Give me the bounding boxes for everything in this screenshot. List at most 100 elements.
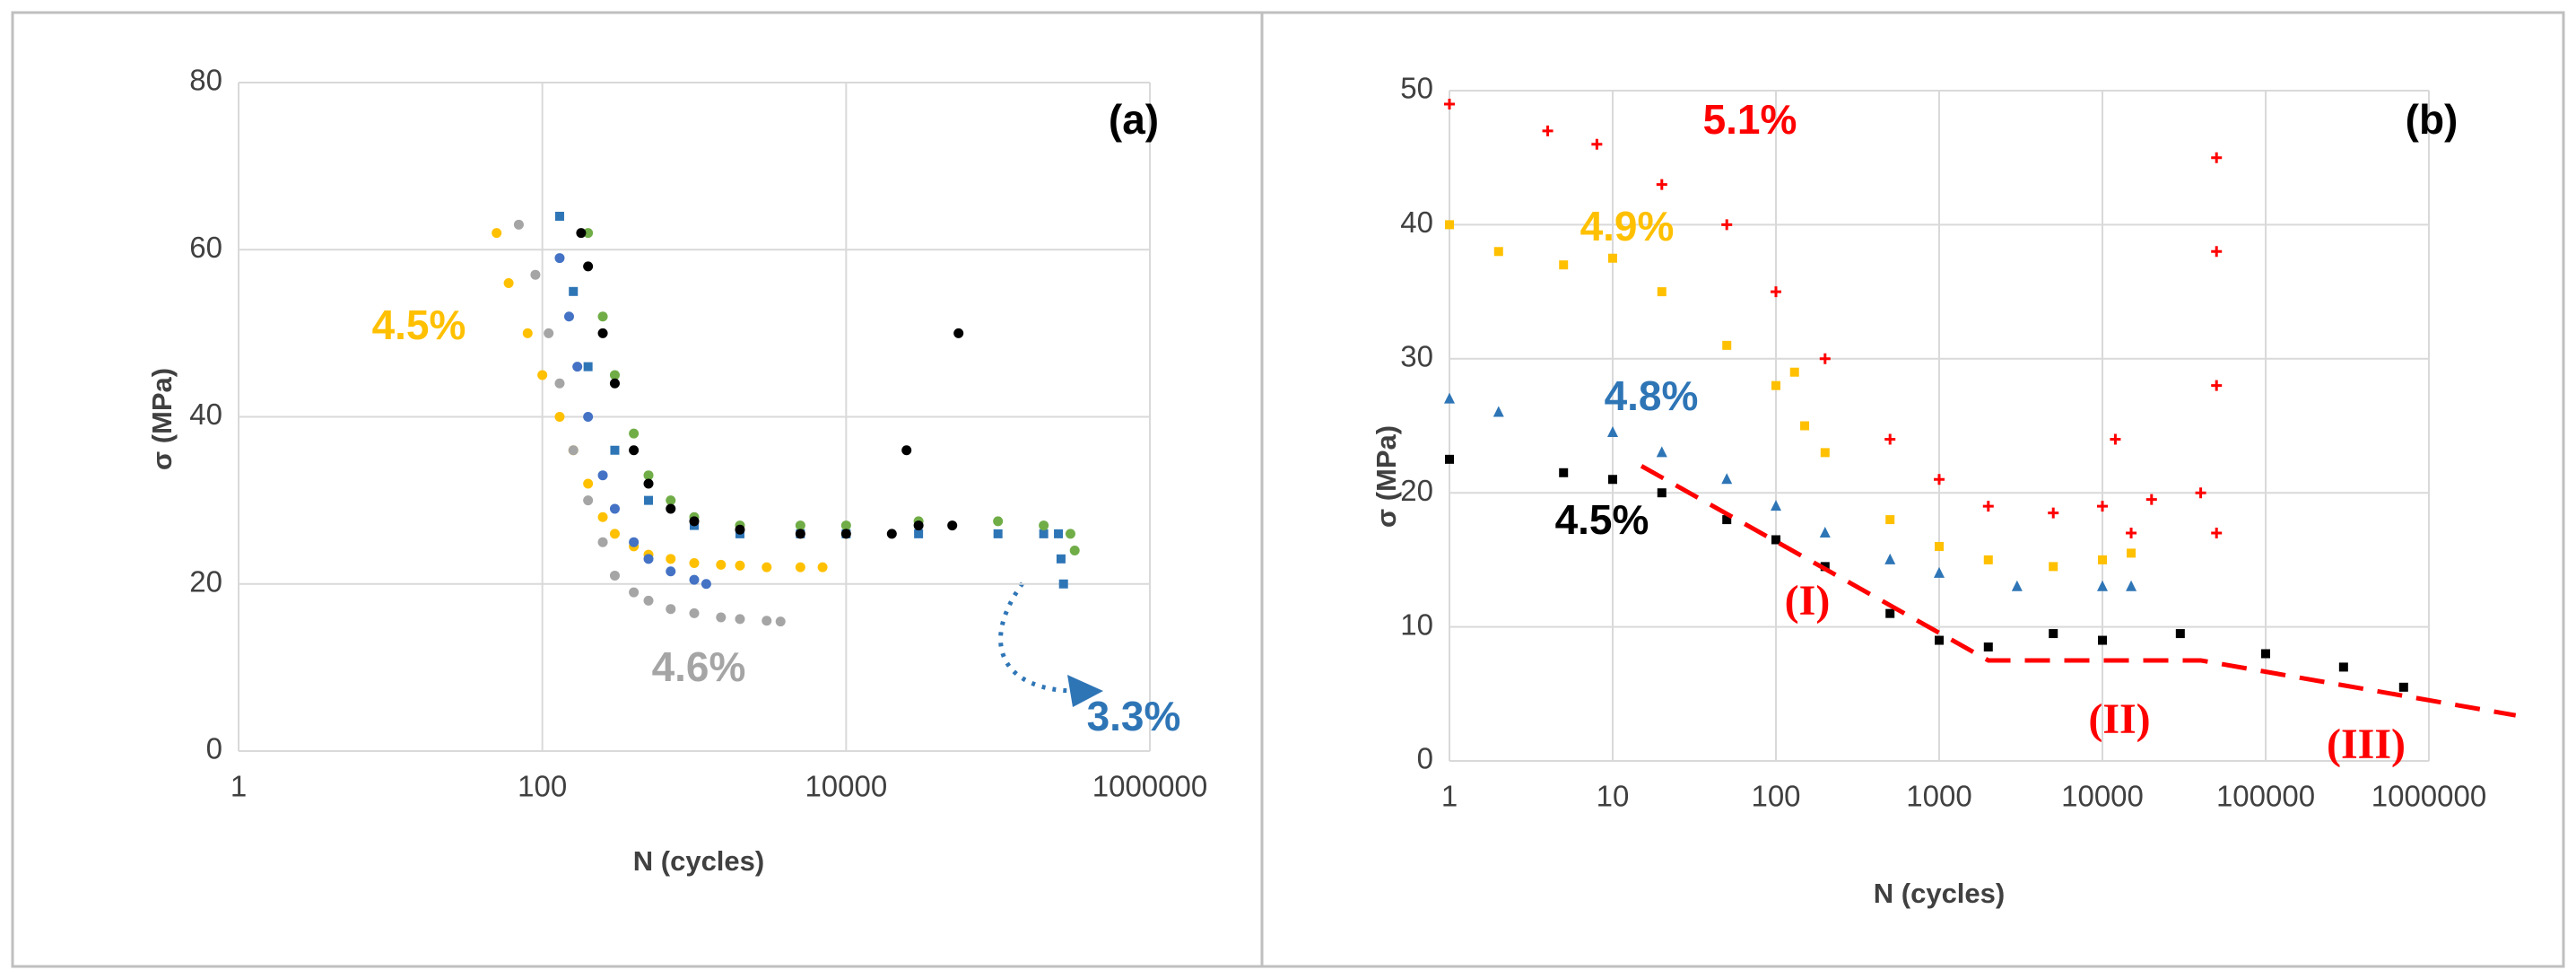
- point: [2049, 562, 2058, 572]
- point: [554, 253, 565, 264]
- point: [913, 520, 924, 531]
- point: [2211, 152, 2223, 163]
- point: [2098, 635, 2107, 645]
- point: [583, 362, 593, 371]
- annotation: (b): [2406, 96, 2459, 143]
- point: [1934, 474, 1945, 485]
- y-tick-label: 30: [1400, 340, 1433, 373]
- x-tick-label: 10000: [2061, 780, 2144, 813]
- point: [1445, 220, 1454, 230]
- point: [2211, 380, 2223, 391]
- point: [583, 261, 594, 272]
- point: [716, 559, 727, 570]
- y-tick-label: 40: [1400, 205, 1433, 239]
- y-tick-label: 50: [1400, 72, 1433, 105]
- point: [1445, 454, 1454, 464]
- point: [597, 470, 608, 481]
- point: [1771, 500, 1781, 511]
- point: [2049, 629, 2058, 639]
- point: [537, 370, 548, 380]
- point: [583, 412, 594, 422]
- point: [1657, 488, 1667, 498]
- x-axis-label: N (cycles): [633, 845, 764, 877]
- x-tick-label: 100: [1751, 780, 1800, 813]
- point: [503, 278, 514, 288]
- point: [2261, 649, 2270, 659]
- point: [643, 478, 654, 489]
- point: [629, 428, 640, 439]
- point: [1056, 554, 1066, 564]
- point: [1885, 515, 1895, 525]
- point: [1722, 340, 1732, 350]
- point: [1722, 515, 1732, 525]
- point: [735, 560, 745, 571]
- y-tick-label: 20: [189, 564, 222, 598]
- point: [609, 529, 620, 539]
- annotation: (III): [2327, 721, 2406, 768]
- point: [2145, 494, 2157, 505]
- arrow-head: [1067, 675, 1103, 707]
- point: [2126, 528, 2137, 539]
- point: [2175, 629, 2185, 639]
- y-tick-label: 10: [1400, 608, 1433, 641]
- point: [1559, 468, 1569, 477]
- point: [583, 478, 594, 489]
- point: [993, 529, 1003, 538]
- point: [701, 579, 711, 590]
- annotation: (II): [2088, 695, 2150, 743]
- point: [1608, 475, 1617, 485]
- annotation: (I): [1785, 577, 1831, 625]
- x-tick-label: 100: [518, 770, 567, 803]
- x-tick-label: 1000000: [2371, 780, 2486, 813]
- point: [597, 511, 608, 522]
- point: [554, 212, 564, 221]
- point: [666, 604, 676, 615]
- series-label: 4.6%: [652, 643, 746, 690]
- point: [1607, 425, 1618, 437]
- point: [1065, 529, 1075, 539]
- point: [2011, 580, 2023, 591]
- point: [2097, 580, 2108, 591]
- y-tick-label: 80: [189, 64, 222, 97]
- point: [914, 529, 924, 538]
- point: [1884, 553, 1896, 564]
- point: [795, 529, 805, 539]
- point: [1657, 287, 1667, 297]
- point: [1771, 535, 1780, 545]
- point: [1542, 125, 1553, 136]
- point: [2195, 487, 2206, 499]
- x-tick-label: 10000: [805, 770, 887, 803]
- point: [530, 269, 541, 280]
- point: [1983, 642, 1993, 652]
- point: [1789, 367, 1799, 377]
- trend-line: [1640, 464, 2517, 718]
- point: [629, 587, 640, 598]
- point: [1982, 501, 1994, 512]
- point: [644, 495, 654, 505]
- point: [597, 311, 608, 322]
- point: [2338, 662, 2348, 672]
- point: [609, 503, 620, 514]
- point: [1884, 433, 1896, 445]
- point: [1054, 529, 1064, 538]
- point: [1444, 98, 1455, 109]
- y-tick-label: 60: [189, 231, 222, 264]
- point: [554, 412, 565, 422]
- point: [1608, 253, 1617, 263]
- point: [1983, 555, 1993, 564]
- series-label: 4.5%: [372, 302, 466, 348]
- x-axis-label: N (cycles): [1874, 878, 2005, 909]
- x-tick-label: 10: [1597, 780, 1630, 813]
- point: [1819, 353, 1831, 364]
- point: [761, 562, 772, 573]
- y-tick-label: 40: [189, 398, 222, 431]
- series-label: 4.5%: [1555, 496, 1649, 543]
- point: [666, 495, 676, 506]
- point: [761, 616, 772, 626]
- panel-frame: [11, 11, 1264, 968]
- point: [513, 219, 524, 230]
- x-tick-label: 1000000: [1092, 770, 1207, 803]
- point: [2048, 507, 2059, 519]
- point: [2398, 682, 2408, 692]
